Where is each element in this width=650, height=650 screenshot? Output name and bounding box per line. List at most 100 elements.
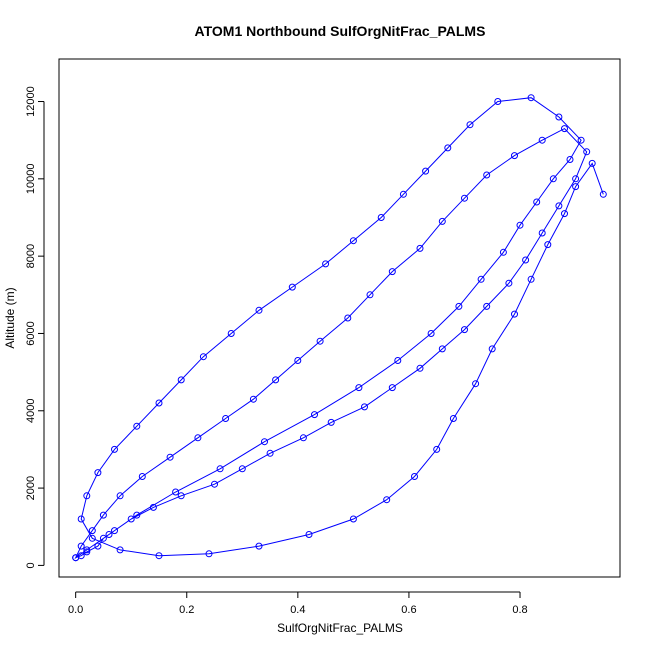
y-axis-label: Altitude (m) [3, 287, 17, 348]
data-point [477, 275, 485, 283]
x-tick-label: 0.2 [179, 604, 194, 616]
data-point [394, 357, 402, 364]
data-point [422, 167, 430, 175]
data-point [483, 302, 491, 310]
data-point [83, 492, 91, 500]
data-point [261, 438, 268, 446]
data-point [94, 469, 102, 477]
data-point [411, 473, 418, 480]
series-layer [72, 94, 607, 562]
data-point [555, 113, 563, 121]
data-point [116, 492, 124, 500]
data-point [438, 217, 446, 225]
data-point [133, 511, 141, 519]
chart-title: ATOM1 Northbound SulfOrgNitFrac_PALMS [195, 23, 486, 39]
data-point [99, 511, 107, 519]
data-point [544, 241, 552, 249]
data-point [133, 422, 141, 430]
data-point [438, 345, 446, 353]
data-point [366, 291, 374, 299]
y-axis: 0 2000 4000 6000 8000 10000 12000 [25, 86, 45, 568]
data-point [416, 364, 424, 372]
y-tick-label: 0 [25, 562, 37, 568]
data-point [105, 531, 113, 538]
data-point [555, 202, 563, 210]
x-tick-label: 0.4 [290, 604, 305, 616]
data-point [255, 542, 263, 550]
data-point [155, 552, 163, 560]
data-point [466, 121, 474, 129]
data-point [155, 399, 163, 407]
data-point [388, 268, 396, 276]
x-tick-label: 0.0 [68, 604, 83, 616]
data-point [427, 330, 435, 337]
y-tick-label: 2000 [25, 476, 37, 500]
data-point [527, 94, 535, 102]
data-point [527, 275, 535, 283]
y-tick-label: 10000 [25, 164, 37, 195]
data-point [449, 415, 457, 422]
data-point [577, 136, 585, 144]
data-point [94, 542, 102, 550]
y-tick-label: 4000 [25, 399, 37, 423]
data-point [138, 473, 146, 480]
data-point [272, 376, 280, 384]
data-point [288, 283, 296, 291]
plot-frame [58, 58, 621, 578]
data-point [461, 326, 468, 334]
data-point [377, 214, 385, 221]
data-point [205, 550, 213, 558]
data-point [172, 488, 180, 496]
data-point [116, 546, 124, 554]
y-tick-label: 12000 [25, 86, 37, 117]
data-point [566, 156, 574, 163]
data-point [522, 256, 530, 264]
data-point [222, 415, 230, 422]
x-axis-label: SulfOrgNitFrac_PALMS [277, 621, 403, 635]
data-point [266, 449, 274, 457]
data-point [561, 125, 568, 133]
data-point [83, 548, 91, 556]
data-point [499, 248, 507, 256]
data-point [399, 190, 407, 198]
data-point [88, 527, 96, 535]
data-point [294, 357, 302, 364]
data-point [211, 480, 218, 488]
series-line [74, 97, 604, 560]
data-point [316, 337, 324, 345]
data-point [538, 229, 546, 237]
data-point [505, 279, 513, 287]
y-tick-label: 8000 [25, 244, 37, 268]
data-point [388, 384, 396, 392]
data-point [572, 183, 580, 191]
data-point [349, 515, 357, 523]
data-point [177, 492, 185, 500]
data-point [561, 210, 568, 218]
data-point [327, 418, 335, 426]
data-point [311, 411, 318, 419]
data-point [322, 260, 330, 268]
x-tick-label: 0.6 [401, 604, 416, 616]
data-point [111, 527, 118, 535]
data-point [72, 554, 80, 562]
data-point [83, 546, 91, 554]
data-point [77, 542, 85, 550]
data-point [349, 237, 357, 245]
data-point [433, 445, 441, 453]
data-point [455, 302, 463, 310]
data-point [77, 515, 85, 523]
data-point [199, 353, 207, 361]
x-tick-label: 0.8 [512, 604, 527, 616]
data-point [127, 515, 135, 523]
data-point [361, 403, 368, 411]
data-point [383, 496, 391, 504]
data-point [194, 434, 202, 442]
data-point [238, 465, 246, 473]
data-point [149, 503, 157, 511]
data-point [299, 434, 307, 442]
data-point [494, 98, 502, 105]
data-point [599, 190, 607, 198]
data-point [583, 148, 591, 156]
data-point [216, 465, 224, 473]
